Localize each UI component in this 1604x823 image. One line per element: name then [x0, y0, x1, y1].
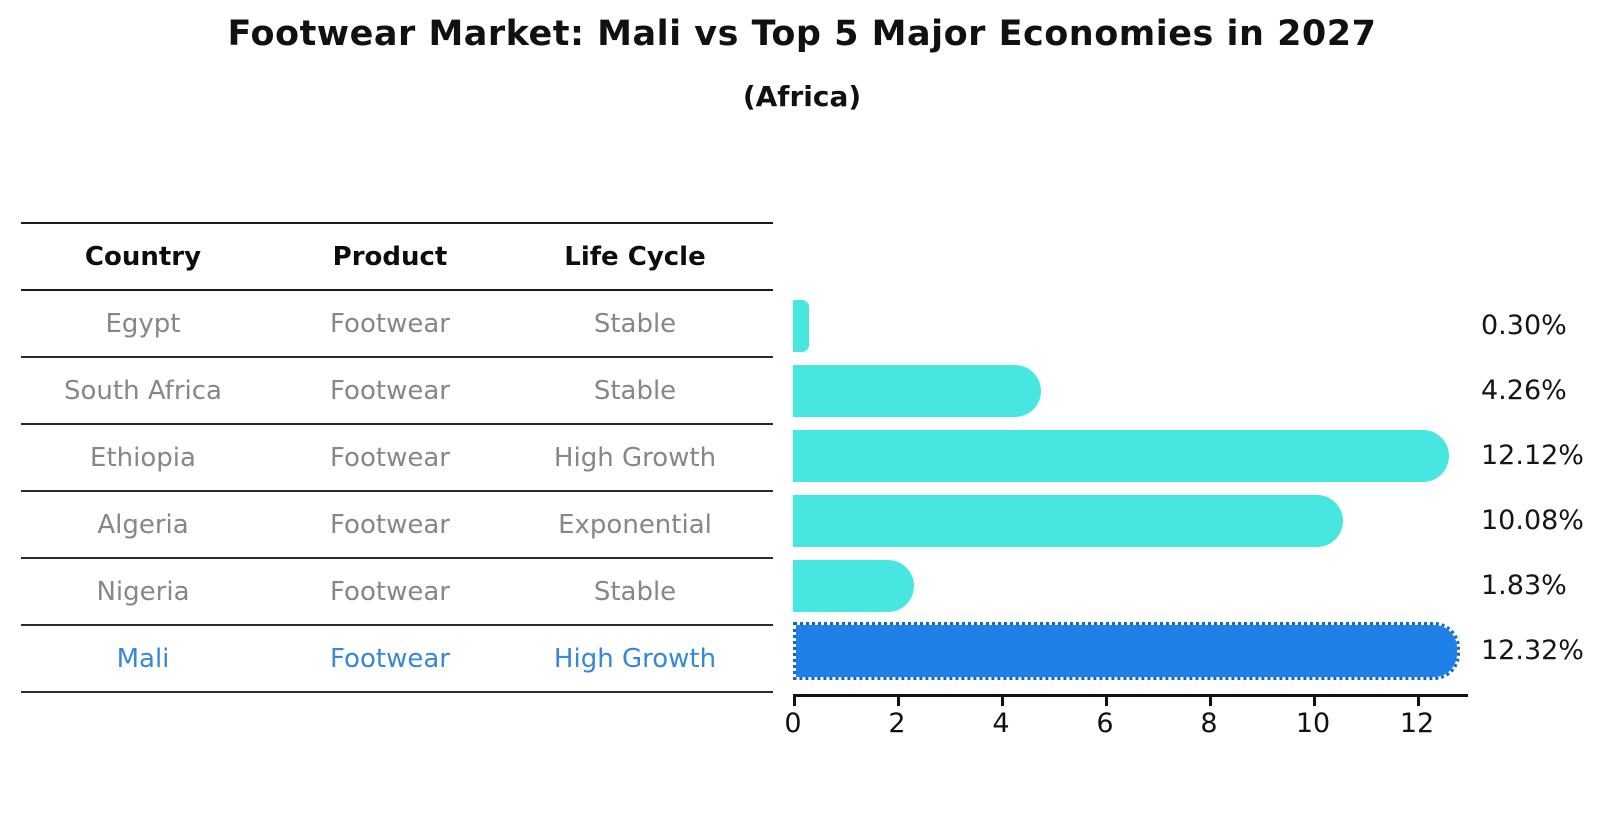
chart-title: Footwear Market: Mali vs Top 5 Major Eco… — [227, 14, 1377, 54]
cell-life-cycle: Exponential — [558, 509, 712, 540]
cell-product: Footwear — [330, 442, 450, 473]
cell-product: Footwear — [330, 375, 450, 406]
value-label-mali: 12.32% — [1481, 635, 1584, 666]
x-tick-label-10: 10 — [1295, 708, 1331, 739]
cell-life-cycle: Stable — [593, 308, 677, 339]
cell-country: Ethiopia — [90, 442, 196, 473]
cell-country: Algeria — [97, 509, 189, 540]
value-label-south-africa: 4.26% — [1481, 375, 1567, 406]
x-tick-label-12: 12 — [1399, 708, 1435, 739]
x-tick-label-6: 6 — [1096, 708, 1114, 739]
column-header-lifecycle: Life Cycle — [564, 241, 706, 272]
cell-product: Footwear — [330, 509, 450, 540]
table-row-ethiopia: Ethiopia Footwear High Growth — [21, 425, 773, 492]
table-row-nigeria: Nigeria Footwear Stable — [21, 559, 773, 626]
cell-product: Footwear — [330, 576, 450, 607]
x-tick-label-4: 4 — [992, 708, 1010, 739]
x-tick-mark-12 — [1417, 697, 1420, 706]
cell-life-cycle: High Growth — [553, 643, 717, 674]
x-tick-label-2: 2 — [888, 708, 906, 739]
cell-country: South Africa — [64, 375, 222, 406]
bar-egypt — [793, 300, 809, 352]
x-tick-label-8: 8 — [1200, 708, 1218, 739]
chart-subtitle: (Africa) — [742, 80, 862, 113]
cell-product: Footwear — [330, 643, 450, 674]
cell-product: Footwear — [330, 308, 450, 339]
cell-life-cycle: Stable — [593, 375, 677, 406]
table-row-mali: Mali Footwear High Growth — [21, 626, 773, 693]
table-row-algeria: Algeria Footwear Exponential — [21, 492, 773, 559]
value-label-nigeria: 1.83% — [1481, 570, 1567, 601]
table-header-row: Country Product Life Cycle — [21, 222, 773, 291]
cell-country: Egypt — [105, 308, 181, 339]
table-row-egypt: Egypt Footwear Stable — [21, 291, 773, 358]
x-tick-mark-6 — [1105, 697, 1108, 706]
x-tick-mark-0 — [793, 697, 796, 706]
bar-mali — [793, 622, 1460, 680]
value-label-egypt: 0.30% — [1481, 310, 1567, 341]
cell-country: Nigeria — [96, 576, 190, 607]
data-table: Country Product Life Cycle Egypt Footwear… — [21, 222, 773, 693]
column-header-product: Product — [332, 241, 448, 272]
x-tick-mark-10 — [1313, 697, 1316, 706]
x-tick-mark-2 — [897, 697, 900, 706]
value-label-algeria: 10.08% — [1481, 505, 1584, 536]
x-tick-mark-4 — [1001, 697, 1004, 706]
table-body: Egypt Footwear Stable South Africa Footwear S… — [21, 291, 773, 693]
bar-south-africa — [793, 365, 1041, 417]
bar-algeria — [793, 495, 1344, 547]
value-label-ethiopia: 12.12% — [1481, 440, 1584, 471]
x-tick-mark-8 — [1209, 697, 1212, 706]
table-row-south-africa: South Africa Footwear Stable — [21, 358, 773, 425]
x-axis-line — [793, 694, 1468, 697]
cell-life-cycle: Stable — [593, 576, 677, 607]
cell-country: Mali — [116, 643, 170, 674]
cell-life-cycle: High Growth — [553, 442, 717, 473]
column-header-country: Country — [84, 241, 202, 272]
bar-nigeria — [793, 560, 915, 612]
bar-ethiopia — [793, 430, 1450, 482]
x-tick-label-0: 0 — [784, 708, 802, 739]
